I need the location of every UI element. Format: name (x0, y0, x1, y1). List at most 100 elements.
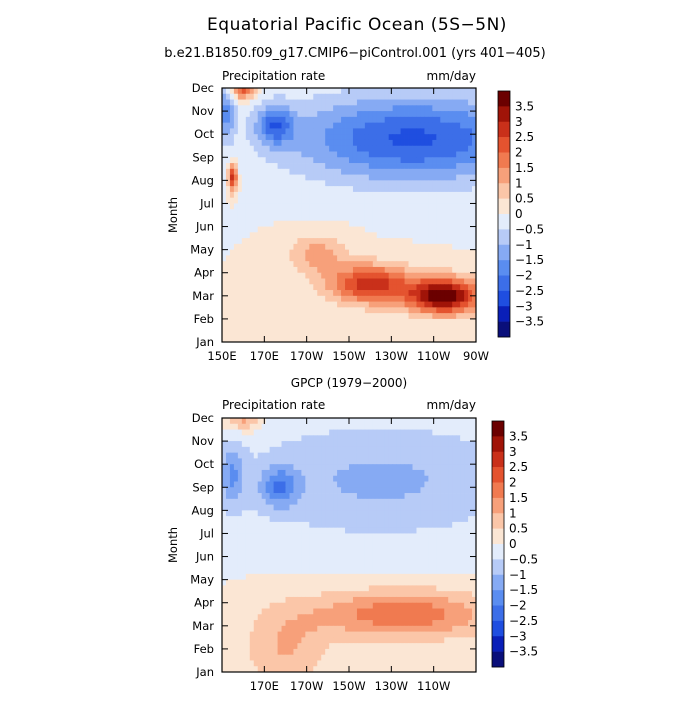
panel-gpcp-cell (428, 418, 432, 424)
panel-gpcp-cell (468, 580, 472, 586)
panel-gpcp-cell (301, 603, 305, 609)
panel-model-cell (254, 313, 258, 319)
panel-model-cell (369, 221, 373, 227)
panel-gpcp-cell (428, 458, 432, 464)
panel-model-cell (325, 134, 329, 140)
panel-model-cell (222, 284, 226, 290)
panel-model-cell (357, 94, 361, 100)
panel-gpcp-cell (381, 493, 385, 499)
panel-model-cell (361, 169, 365, 175)
panel-gpcp-cell (456, 516, 460, 522)
panel-gpcp-cell (436, 418, 440, 424)
panel-gpcp-cell (460, 551, 464, 557)
panel-model-colorbar-swatch (498, 260, 510, 276)
panel-gpcp-cell (254, 430, 258, 436)
panel-model-cell (377, 267, 381, 273)
panel-model-cell (266, 261, 270, 267)
panel-gpcp-cell (385, 522, 389, 528)
panel-model-cell (313, 105, 317, 111)
panel-gpcp-cell (242, 528, 246, 534)
panel-gpcp-cell (270, 545, 274, 551)
panel-model-cell (325, 307, 329, 313)
panel-model-cell (289, 192, 293, 198)
panel-model-cell (325, 319, 329, 325)
panel-model-cell (278, 192, 282, 198)
panel-gpcp-cell (341, 499, 345, 505)
panel-model-cell (420, 267, 424, 273)
panel-gpcp-cell (230, 522, 234, 528)
panel-gpcp-cell (397, 574, 401, 580)
panel-model-cell (456, 88, 460, 94)
panel-model-cell (262, 192, 266, 198)
panel-model-cell (341, 134, 345, 140)
panel-model-cell (420, 279, 424, 285)
panel-gpcp-cell (293, 430, 297, 436)
panel-gpcp-cell (448, 562, 452, 568)
panel-model-cell (289, 296, 293, 302)
panel-gpcp-cell (361, 499, 365, 505)
panel-gpcp-cell (369, 447, 373, 453)
panel-model-cell (234, 192, 238, 198)
panel-gpcp-cell (250, 603, 254, 609)
panel-gpcp-cell (353, 487, 357, 493)
panel-gpcp-cell (222, 499, 226, 505)
panel-gpcp-cell (293, 516, 297, 522)
panel-gpcp-cell (286, 585, 290, 591)
panel-model-cell (460, 117, 464, 123)
panel-gpcp-cell (416, 568, 420, 574)
panel-gpcp-cell (317, 522, 321, 528)
panel-gpcp-cell (250, 574, 254, 580)
panel-gpcp-cell (365, 487, 369, 493)
panel-gpcp-cell (345, 522, 349, 528)
panel-model-cell (246, 330, 250, 336)
panel-gpcp-cell (345, 487, 349, 493)
panel-model-cell (369, 203, 373, 209)
panel-model-cell (432, 128, 436, 134)
panel-gpcp-cell (357, 557, 361, 563)
panel-model-cell (262, 307, 266, 313)
panel-model-cell (286, 296, 290, 302)
panel-model-cell (464, 302, 468, 308)
panel-gpcp-cell (377, 522, 381, 528)
panel-model-cell (286, 203, 290, 209)
panel-model-cell (254, 325, 258, 331)
panel-gpcp-cell (278, 458, 282, 464)
panel-gpcp-cell (250, 458, 254, 464)
panel-gpcp-cell (246, 510, 250, 516)
panel-gpcp-cell (385, 493, 389, 499)
panel-model-cell (297, 279, 301, 285)
panel-model-cell (432, 163, 436, 169)
panel-model-cell (377, 180, 381, 186)
panel-model-cell (416, 325, 420, 331)
panel-model-cell (230, 123, 234, 129)
panel-gpcp-cell (309, 603, 313, 609)
panel-model-cell (397, 198, 401, 204)
panel-model-cell (365, 180, 369, 186)
panel-gpcp-cell (333, 585, 337, 591)
panel-model-cell (234, 261, 238, 267)
panel-model-cell (369, 94, 373, 100)
panel-gpcp-cell (369, 487, 373, 493)
panel-model-cell (357, 261, 361, 267)
panel-gpcp-cell (341, 516, 345, 522)
panel-gpcp-cell (317, 591, 321, 597)
panel-model-cell (393, 227, 397, 233)
panel-model-cell (321, 325, 325, 331)
panel-gpcp-cell (416, 499, 420, 505)
panel-model-cell (262, 284, 266, 290)
panel-model-cell (337, 215, 341, 221)
panel-gpcp-cell (357, 510, 361, 516)
panel-model-cell (365, 296, 369, 302)
panel-gpcp-cell (385, 418, 389, 424)
panel-model-cell (234, 267, 238, 273)
panel-gpcp-cell (301, 418, 305, 424)
panel-model-cell (468, 163, 472, 169)
panel-model-cell (468, 146, 472, 152)
panel-model-cell (444, 111, 448, 117)
panel-model-cell (381, 232, 385, 238)
panel-gpcp-cell (460, 482, 464, 488)
panel-gpcp-cell (405, 568, 409, 574)
panel-gpcp-cell (238, 551, 242, 557)
panel-model-cell (329, 111, 333, 117)
panel-model-cell (238, 313, 242, 319)
